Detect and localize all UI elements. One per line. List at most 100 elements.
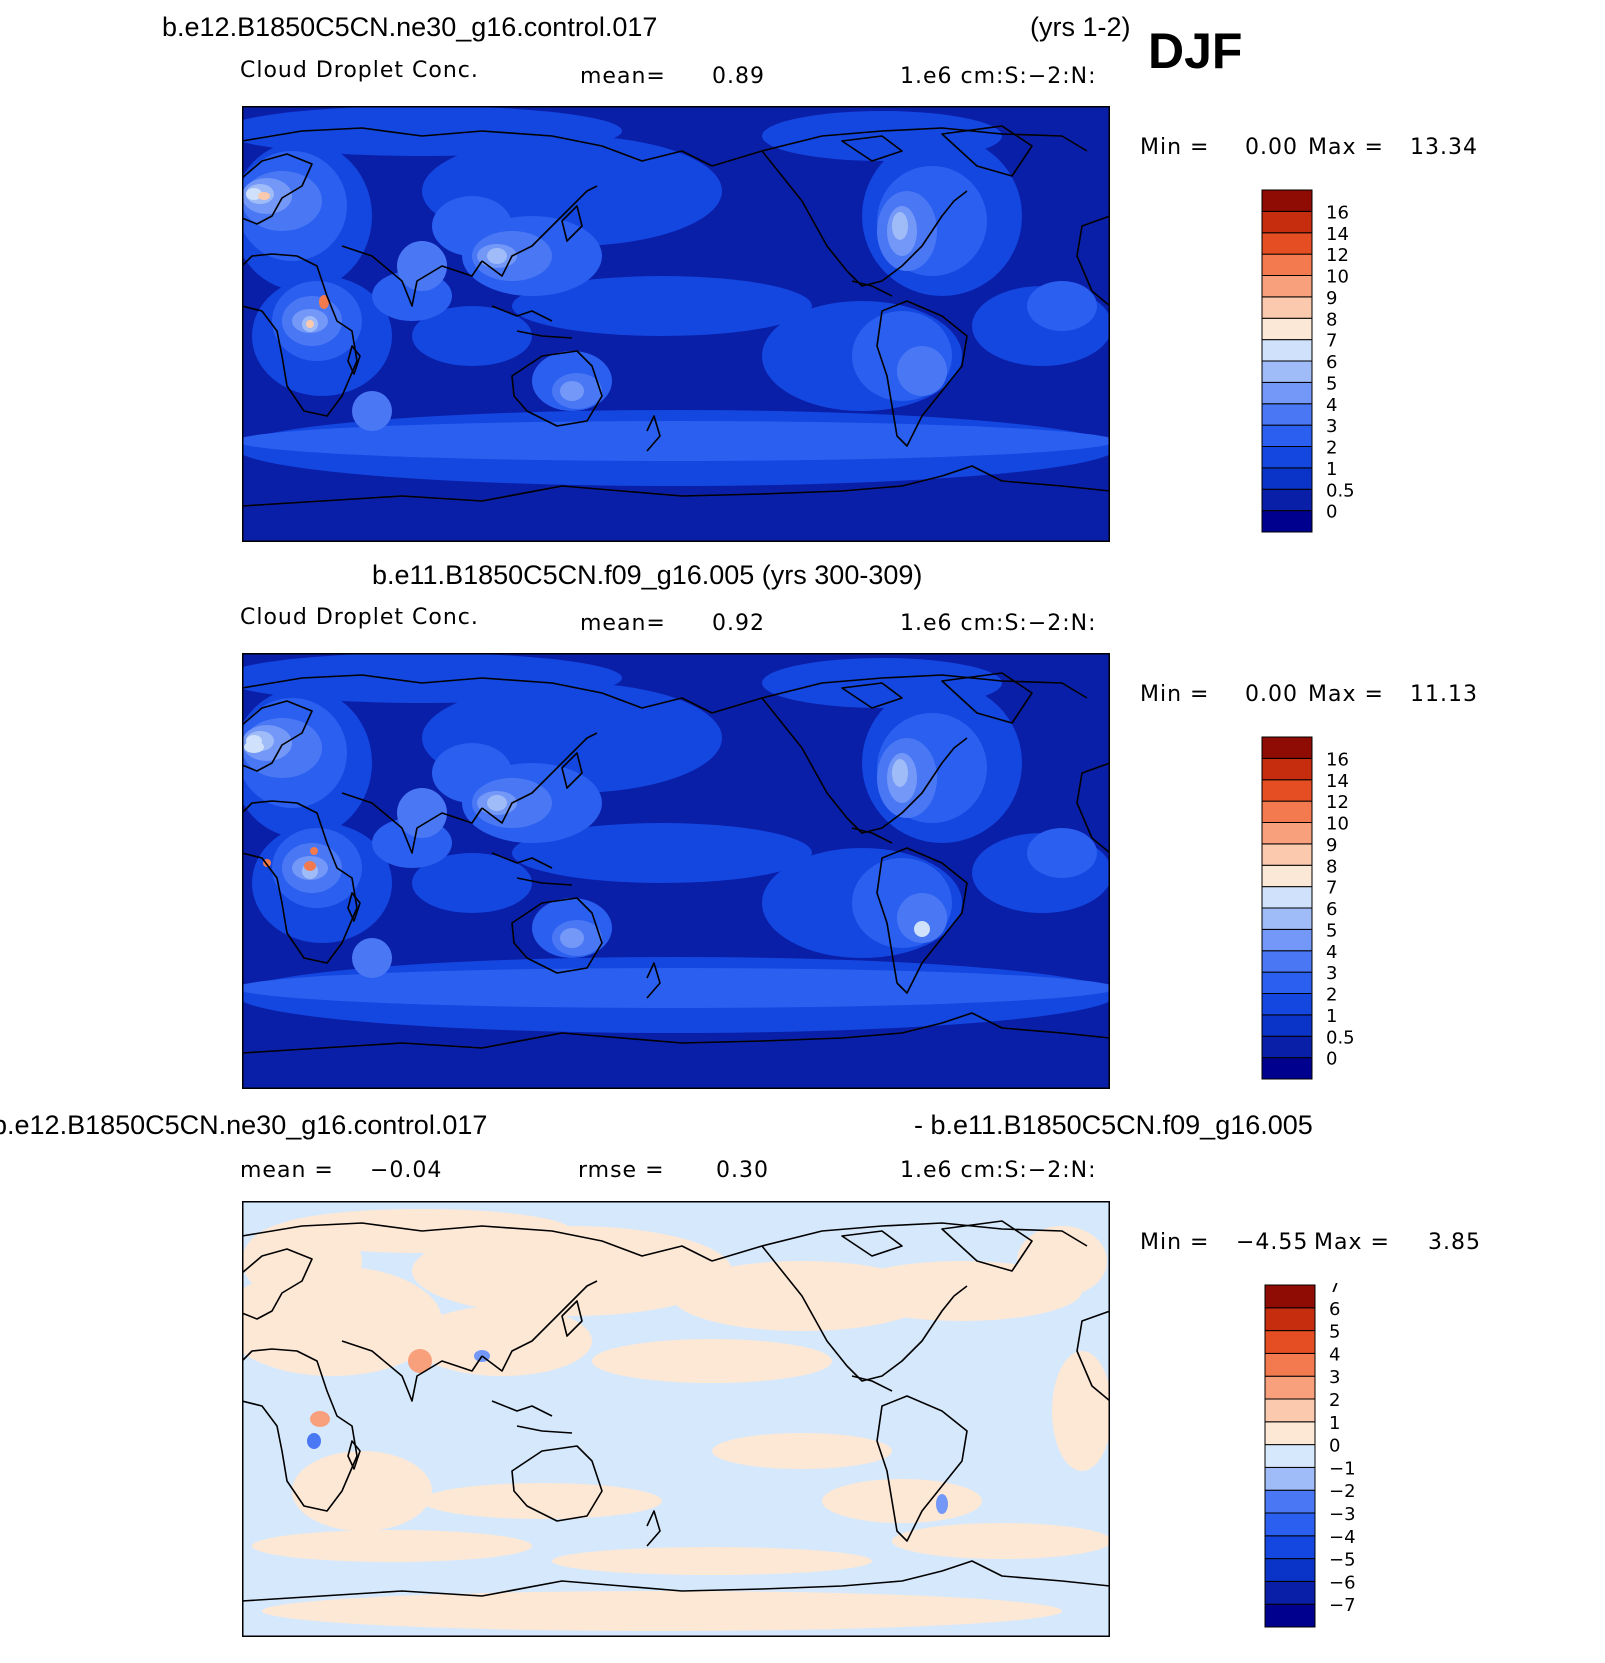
colorbar-swatch xyxy=(1261,446,1313,469)
colorbar-tick-label: 0 xyxy=(1326,1049,1337,1070)
colorbar-tick-label: 0.5 xyxy=(1326,1027,1355,1048)
colorbar-tick-label: −2 xyxy=(1329,1481,1356,1502)
colorbar-swatch xyxy=(1261,360,1313,383)
colorbar-swatch xyxy=(1261,467,1313,490)
colorbar-tick-label: 12 xyxy=(1326,245,1349,266)
colorbar-tick-label: −4 xyxy=(1329,1527,1356,1548)
colorbar-tick-label: 6 xyxy=(1326,352,1337,373)
panel1-map xyxy=(242,106,1110,542)
panel3-max-value: 3.85 xyxy=(1428,1230,1481,1255)
colorbar-swatch xyxy=(1261,1057,1313,1080)
panel3-rmse-value: 0.30 xyxy=(716,1158,769,1183)
colorbar-tick-label: 0.5 xyxy=(1326,480,1355,501)
colorbar-swatch xyxy=(1261,779,1313,802)
colorbar-tick-label: 1 xyxy=(1326,1006,1337,1027)
colorbar-tick-label: 6 xyxy=(1326,899,1337,920)
colorbar-swatch xyxy=(1264,1466,1316,1491)
colorbar-swatch xyxy=(1261,189,1313,212)
colorbar-tick-label: 4 xyxy=(1329,1344,1340,1365)
panel2-max-label: Max = xyxy=(1308,682,1384,707)
colorbar-tick-label: 7 xyxy=(1326,331,1337,352)
colorbar-swatch xyxy=(1261,800,1313,823)
colorbar-tick-label: −7 xyxy=(1329,1595,1356,1616)
panel3-mean-label: mean = xyxy=(240,1158,334,1183)
colorbar-swatch xyxy=(1264,1558,1316,1582)
panel3-mean-value: −0.04 xyxy=(370,1158,443,1183)
colorbar-tick-label: 4 xyxy=(1326,942,1337,963)
panel3-title-left: b.e12.B1850C5CN.ne30_g16.control.017 xyxy=(0,1110,488,1140)
panel1-min-label: Min = xyxy=(1140,135,1210,160)
colorbar-tick-label: 7 xyxy=(1329,1283,1340,1297)
colorbar-tick-label: 2 xyxy=(1326,438,1337,459)
panel3-title-right: - b.e11.B1850C5CN.f09_g16.005 xyxy=(914,1110,1313,1140)
colorbar-swatch xyxy=(1264,1284,1316,1309)
colorbar-swatch xyxy=(1261,296,1313,319)
panel1-title-left: b.e12.B1850C5CN.ne30_g16.control.017 xyxy=(162,12,658,42)
colorbar-tick-label: 8 xyxy=(1326,856,1337,877)
colorbar-tick-label: 16 xyxy=(1326,202,1349,223)
panel2-map xyxy=(242,653,1110,1089)
panel3-units: 1.e6 cm:S:−2:N: xyxy=(900,1158,1097,1183)
colorbar-swatch xyxy=(1261,339,1313,362)
panel1-title-right: (yrs 1-2) xyxy=(1030,12,1131,42)
panel1-units: 1.e6 cm:S:−2:N: xyxy=(900,64,1097,89)
colorbar-tick-label: −1 xyxy=(1329,1458,1356,1479)
colorbar-swatch xyxy=(1261,210,1313,234)
colorbar-swatch xyxy=(1261,488,1313,512)
colorbar-swatch xyxy=(1264,1489,1316,1514)
colorbar-tick-label: 10 xyxy=(1326,267,1349,288)
colorbar-swatch xyxy=(1261,971,1313,994)
colorbar-swatch xyxy=(1261,1014,1313,1037)
colorbar-swatch xyxy=(1261,928,1313,952)
panel2-units: 1.e6 cm:S:−2:N: xyxy=(900,611,1097,636)
colorbar-swatch xyxy=(1261,822,1313,845)
colorbar-swatch xyxy=(1264,1330,1316,1354)
colorbar-swatch xyxy=(1261,232,1313,255)
colorbar-swatch xyxy=(1261,757,1313,781)
panel2-min-label: Min = xyxy=(1140,682,1210,707)
colorbar-swatch xyxy=(1261,993,1313,1016)
colorbar-swatch xyxy=(1261,736,1313,759)
colorbar-tick-label: 0 xyxy=(1329,1436,1340,1457)
colorbar-tick-label: 1 xyxy=(1326,459,1337,480)
panel2-mean-value: 0.92 xyxy=(712,611,765,636)
colorbar-tick-label: 0 xyxy=(1326,502,1337,523)
colorbar-swatch xyxy=(1264,1421,1316,1446)
colorbar-swatch xyxy=(1264,1512,1316,1537)
colorbar-tick-label: 1 xyxy=(1329,1413,1340,1434)
colorbar-tick-label: 6 xyxy=(1329,1299,1340,1320)
panel3-map xyxy=(242,1201,1110,1637)
panel1-mean-label: mean= xyxy=(580,64,666,89)
colorbar-swatch xyxy=(1261,886,1313,909)
colorbar-swatch xyxy=(1264,1603,1316,1628)
panel1-min-value: 0.00 xyxy=(1245,135,1298,160)
colorbar-tick-label: 5 xyxy=(1326,373,1337,394)
colorbar-tick-label: 9 xyxy=(1326,835,1337,856)
panel3-min-value: −4.55 xyxy=(1236,1230,1309,1255)
panel1-variable: Cloud Droplet Conc. xyxy=(240,58,479,83)
colorbar-swatch xyxy=(1261,864,1313,888)
colorbar-swatch xyxy=(1261,950,1313,973)
colorbar-swatch xyxy=(1261,317,1313,341)
colorbar-tick-label: 4 xyxy=(1326,395,1337,416)
panel2-min-value: 0.00 xyxy=(1245,682,1298,707)
panel3-max-label: Max = xyxy=(1314,1230,1390,1255)
panel2-max-value: 11.13 xyxy=(1410,682,1478,707)
colorbar-swatch xyxy=(1264,1580,1316,1605)
colorbar-tick-label: −5 xyxy=(1329,1550,1356,1571)
panel1-mean-value: 0.89 xyxy=(712,64,765,89)
colorbar-tick-label: 3 xyxy=(1326,963,1337,984)
colorbar-tick-label: 3 xyxy=(1326,416,1337,437)
colorbar-tick-label: 9 xyxy=(1326,288,1337,309)
panel2-variable: Cloud Droplet Conc. xyxy=(240,605,479,630)
colorbar-tick-label: 7 xyxy=(1326,878,1337,899)
colorbar-tick-label: 14 xyxy=(1326,224,1349,245)
colorbar-swatch xyxy=(1261,907,1313,930)
colorbar-tick-label: 16 xyxy=(1326,749,1349,770)
colorbar-tick-label: 10 xyxy=(1326,814,1349,835)
panel2-mean-label: mean= xyxy=(580,611,666,636)
panel3-rmse-label: rmse = xyxy=(578,1158,665,1183)
